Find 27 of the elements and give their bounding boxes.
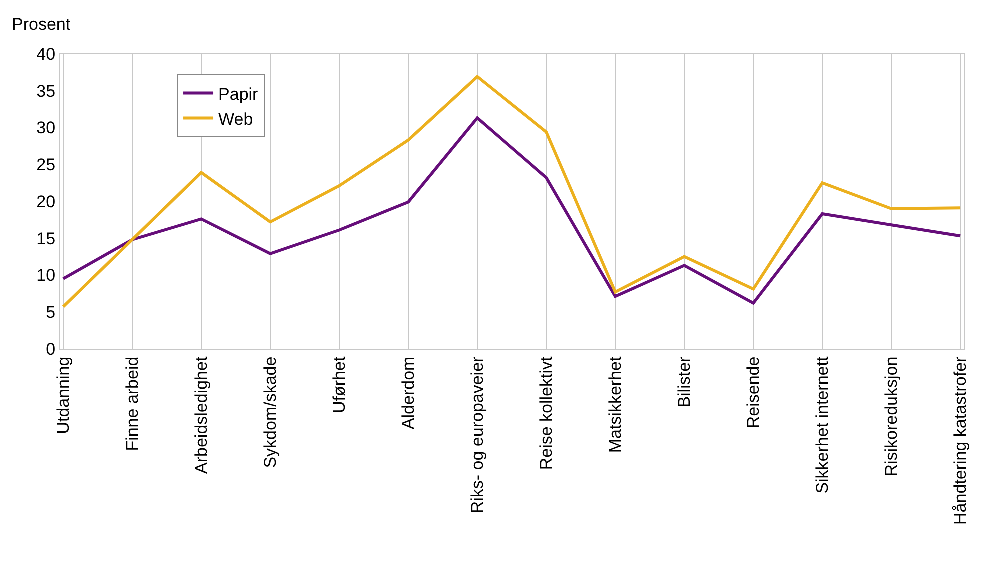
legend-label: Papir [218,84,259,104]
line-series [62,75,962,308]
legend-label: Web [218,110,254,129]
y-tick-label: 40 [36,44,56,64]
y-tick-label: 35 [36,82,56,101]
x-tick-label: Matsikkerhet [606,356,626,454]
x-tick-label: Sykdom/skade [260,356,280,468]
x-tick-label: Håndtering katastrofer [951,356,970,526]
y-tick-label: 30 [36,118,56,138]
y-tick-label: 20 [36,192,56,212]
x-tick-label: Uførhet [330,356,350,414]
x-tick-label: Sikkerhet internett [813,356,832,494]
x-tick-label: Reise kollektivt [537,356,556,470]
x-tick-label: Reisende [744,356,764,429]
x-tick-label: Risikoreduksjon [882,356,902,477]
y-tick-label: 25 [36,156,56,175]
y-tick-label: 10 [36,266,56,286]
x-tick-label: Arbeidsledighet [192,356,211,474]
x-tick-label: Finne arbeid [122,356,142,452]
x-tick-label: Bilister [675,356,694,408]
y-axis-title: Prosent [12,15,71,34]
x-tick-label: Utdanning [54,356,73,434]
y-tick-label: 5 [46,303,56,322]
x-tick-label: Riks- og europaveier [468,356,488,514]
y-tick-label: 0 [46,340,56,359]
y-tick-label: 15 [36,229,56,248]
x-tick-label: Alderdom [399,356,418,430]
